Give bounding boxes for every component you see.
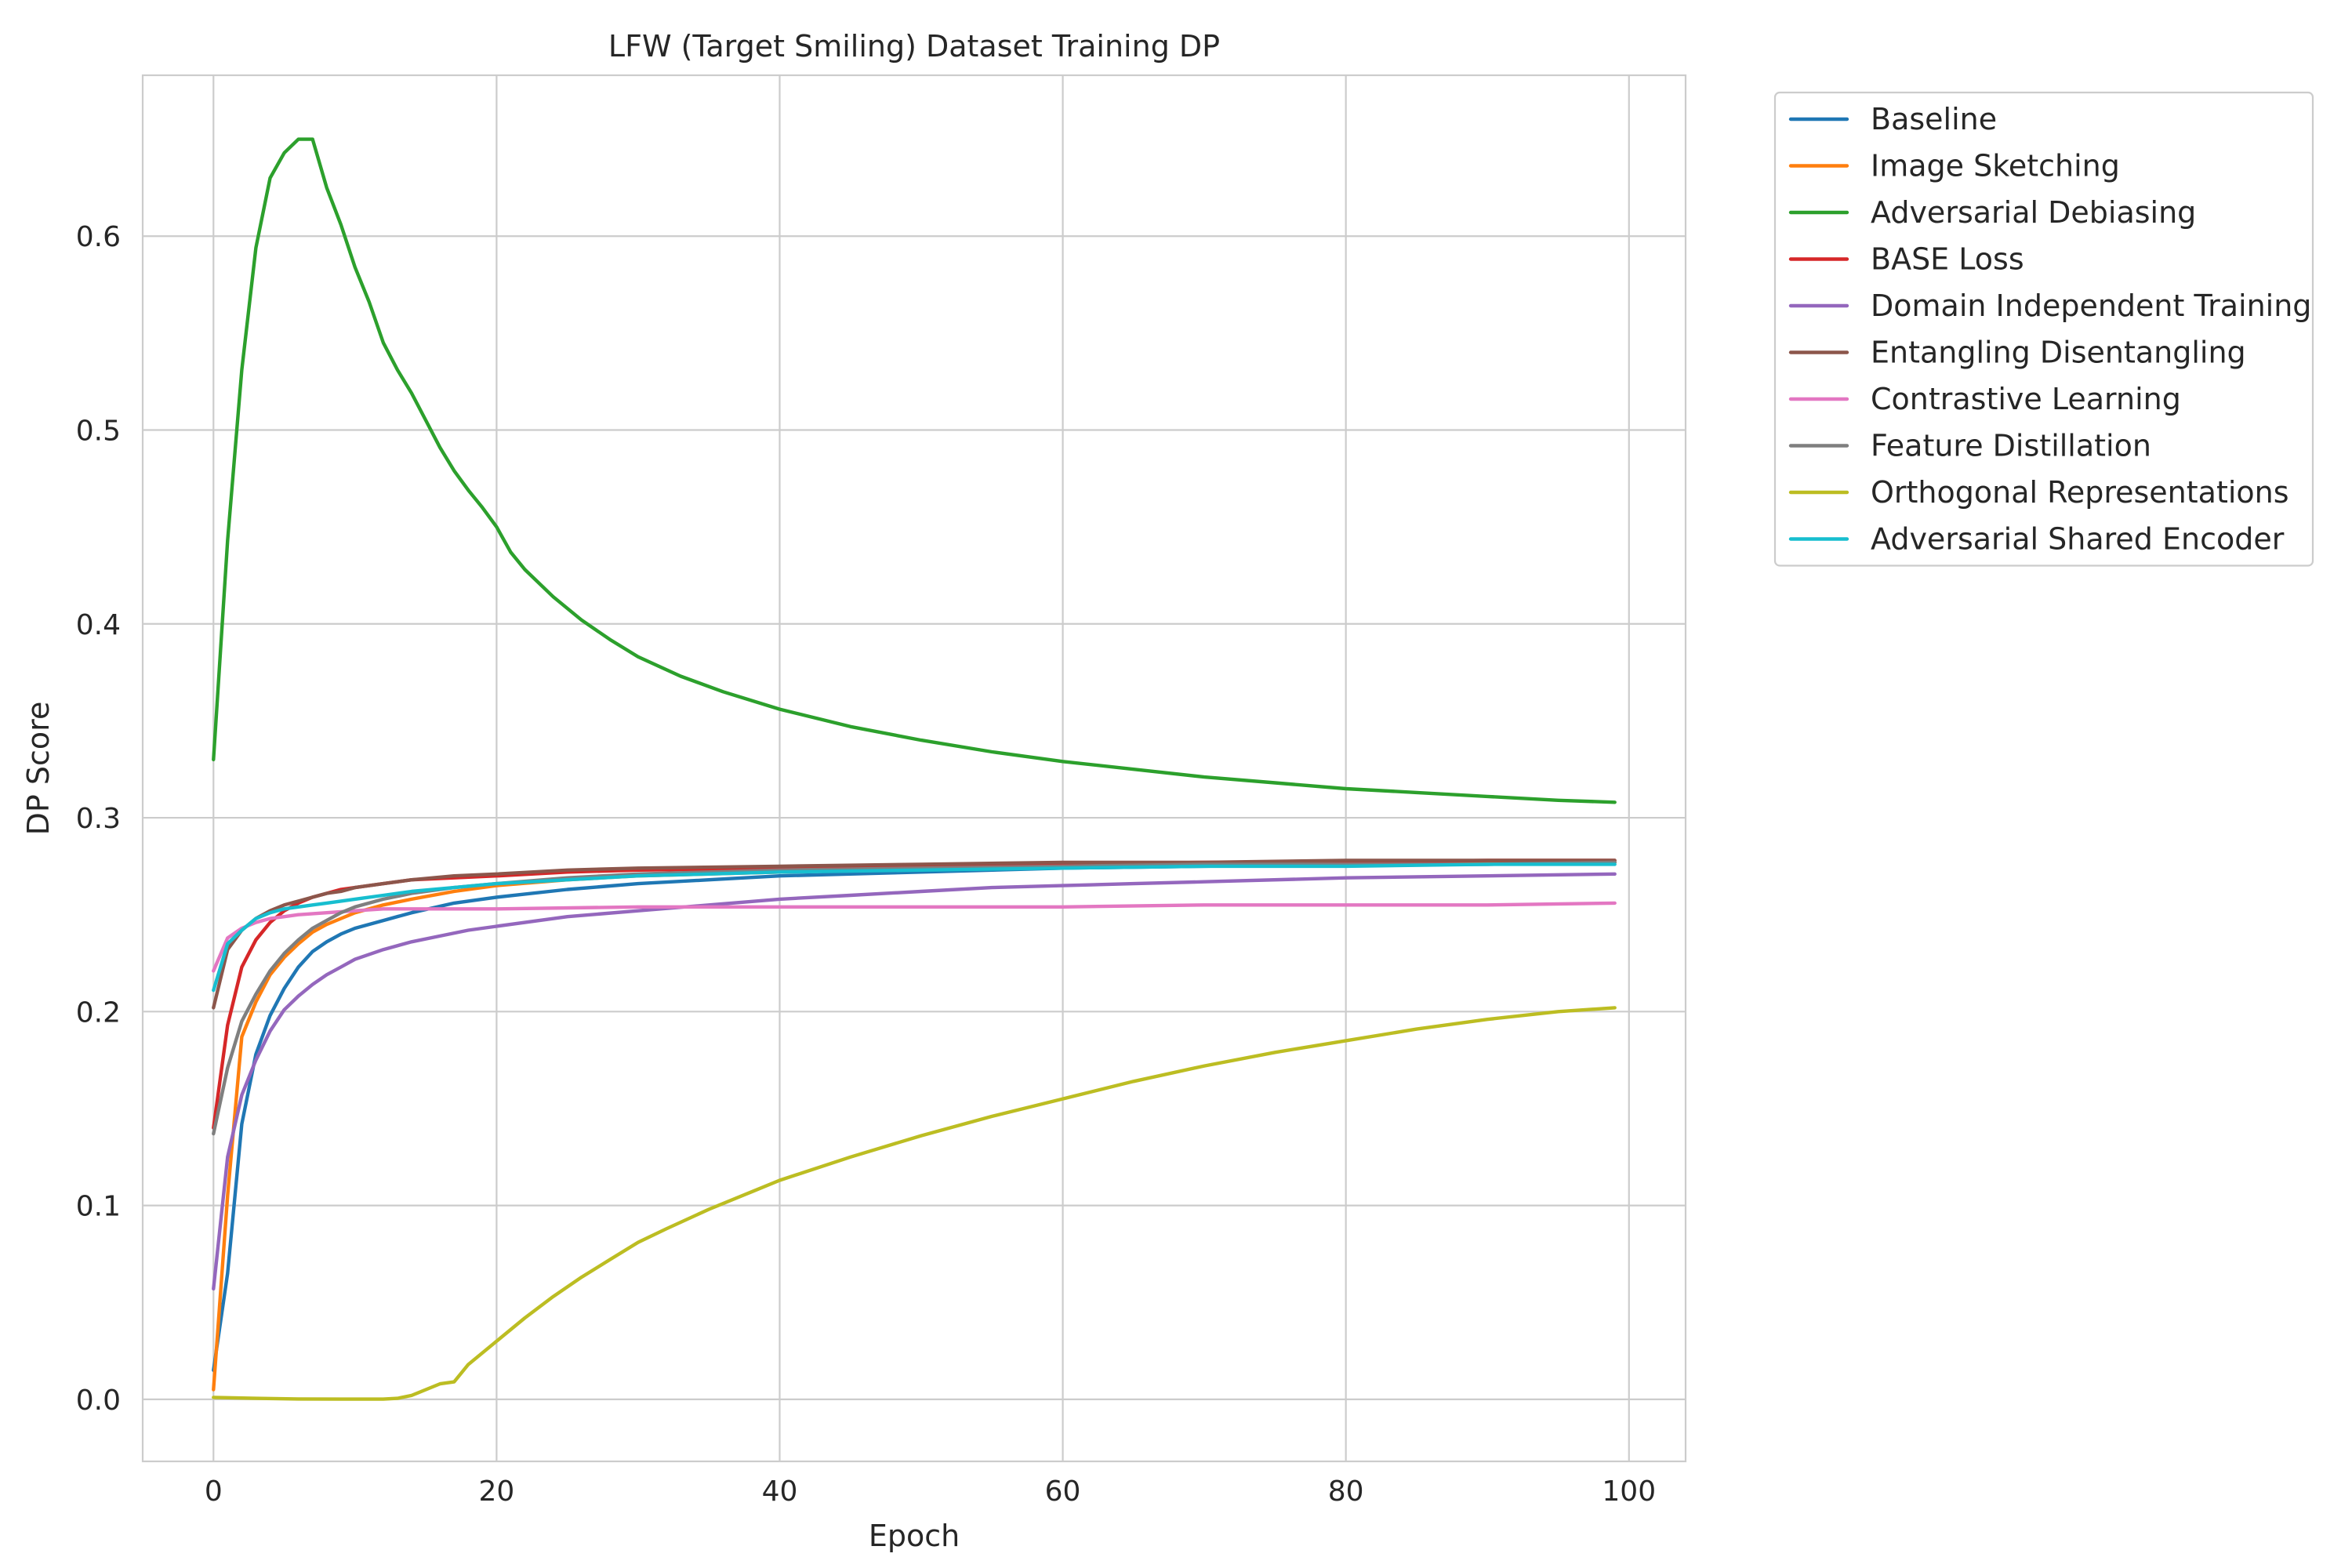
- y-tick-label: 0.2: [76, 996, 121, 1029]
- legend-entry: Domain Independent Training: [1871, 289, 2311, 323]
- series-line-feature-distillation: [212, 860, 1617, 1136]
- grid: [143, 75, 1686, 1461]
- series-line-orthogonal-representations: [212, 1006, 1617, 1401]
- legend: Baseline Image Sketching Adversarial Debia…: [1773, 91, 2314, 567]
- x-tick-label: 40: [762, 1475, 798, 1508]
- x-tick-label: 20: [478, 1475, 514, 1508]
- y-tick-label: 0.1: [76, 1191, 121, 1223]
- legend-entry: Adversarial Debiasing: [1871, 195, 2196, 230]
- series-line-adversarial-shared-encoder: [212, 862, 1617, 993]
- x-tick-label: 0: [205, 1475, 223, 1508]
- legend-entry: Orthogonal Representations: [1871, 475, 2289, 510]
- y-tick-label: 0.4: [76, 609, 121, 641]
- legend-entry: Image Sketching: [1871, 149, 2120, 183]
- y-tick-label: 0.0: [76, 1385, 121, 1417]
- legend-entry: Feature Distillation: [1871, 429, 2151, 463]
- x-tick-label: 100: [1602, 1475, 1656, 1508]
- series-layer: [212, 137, 1617, 1401]
- plot-frame: [141, 74, 1687, 1463]
- legend-entry: Contrastive Learning: [1871, 382, 2181, 416]
- legend-entry: Entangling Disentangling: [1871, 336, 2246, 370]
- x-tick-label: 80: [1328, 1475, 1364, 1508]
- y-axis-label: DP Score: [21, 702, 56, 836]
- legend-entry: Baseline: [1871, 102, 1997, 136]
- y-tick-label: 0.6: [76, 221, 121, 253]
- legend-box: [1773, 91, 2314, 567]
- series-line-domain-independent-training: [212, 872, 1617, 1291]
- y-tick-label: 0.5: [76, 416, 121, 448]
- legend-entry: Adversarial Shared Encoder: [1871, 522, 2285, 557]
- legend-items: Baseline Image Sketching Adversarial Debia…: [1788, 102, 2311, 557]
- legend-entry: BASE Loss: [1871, 242, 2024, 277]
- tick-labels: 0 20 40 60 80 100 0.0 0.1 0.2 0.3 0.4 0.5 0.6: [76, 221, 1656, 1508]
- x-tick-label: 60: [1045, 1475, 1081, 1508]
- y-tick-label: 0.3: [76, 803, 121, 835]
- series-line-contrastive-learning: [212, 901, 1617, 973]
- chart-title: LFW (Target Smiling) Dataset Training DP: [608, 29, 1220, 64]
- series-line-adversarial-debiasing: [212, 137, 1617, 804]
- x-axis-label: Epoch: [869, 1519, 960, 1553]
